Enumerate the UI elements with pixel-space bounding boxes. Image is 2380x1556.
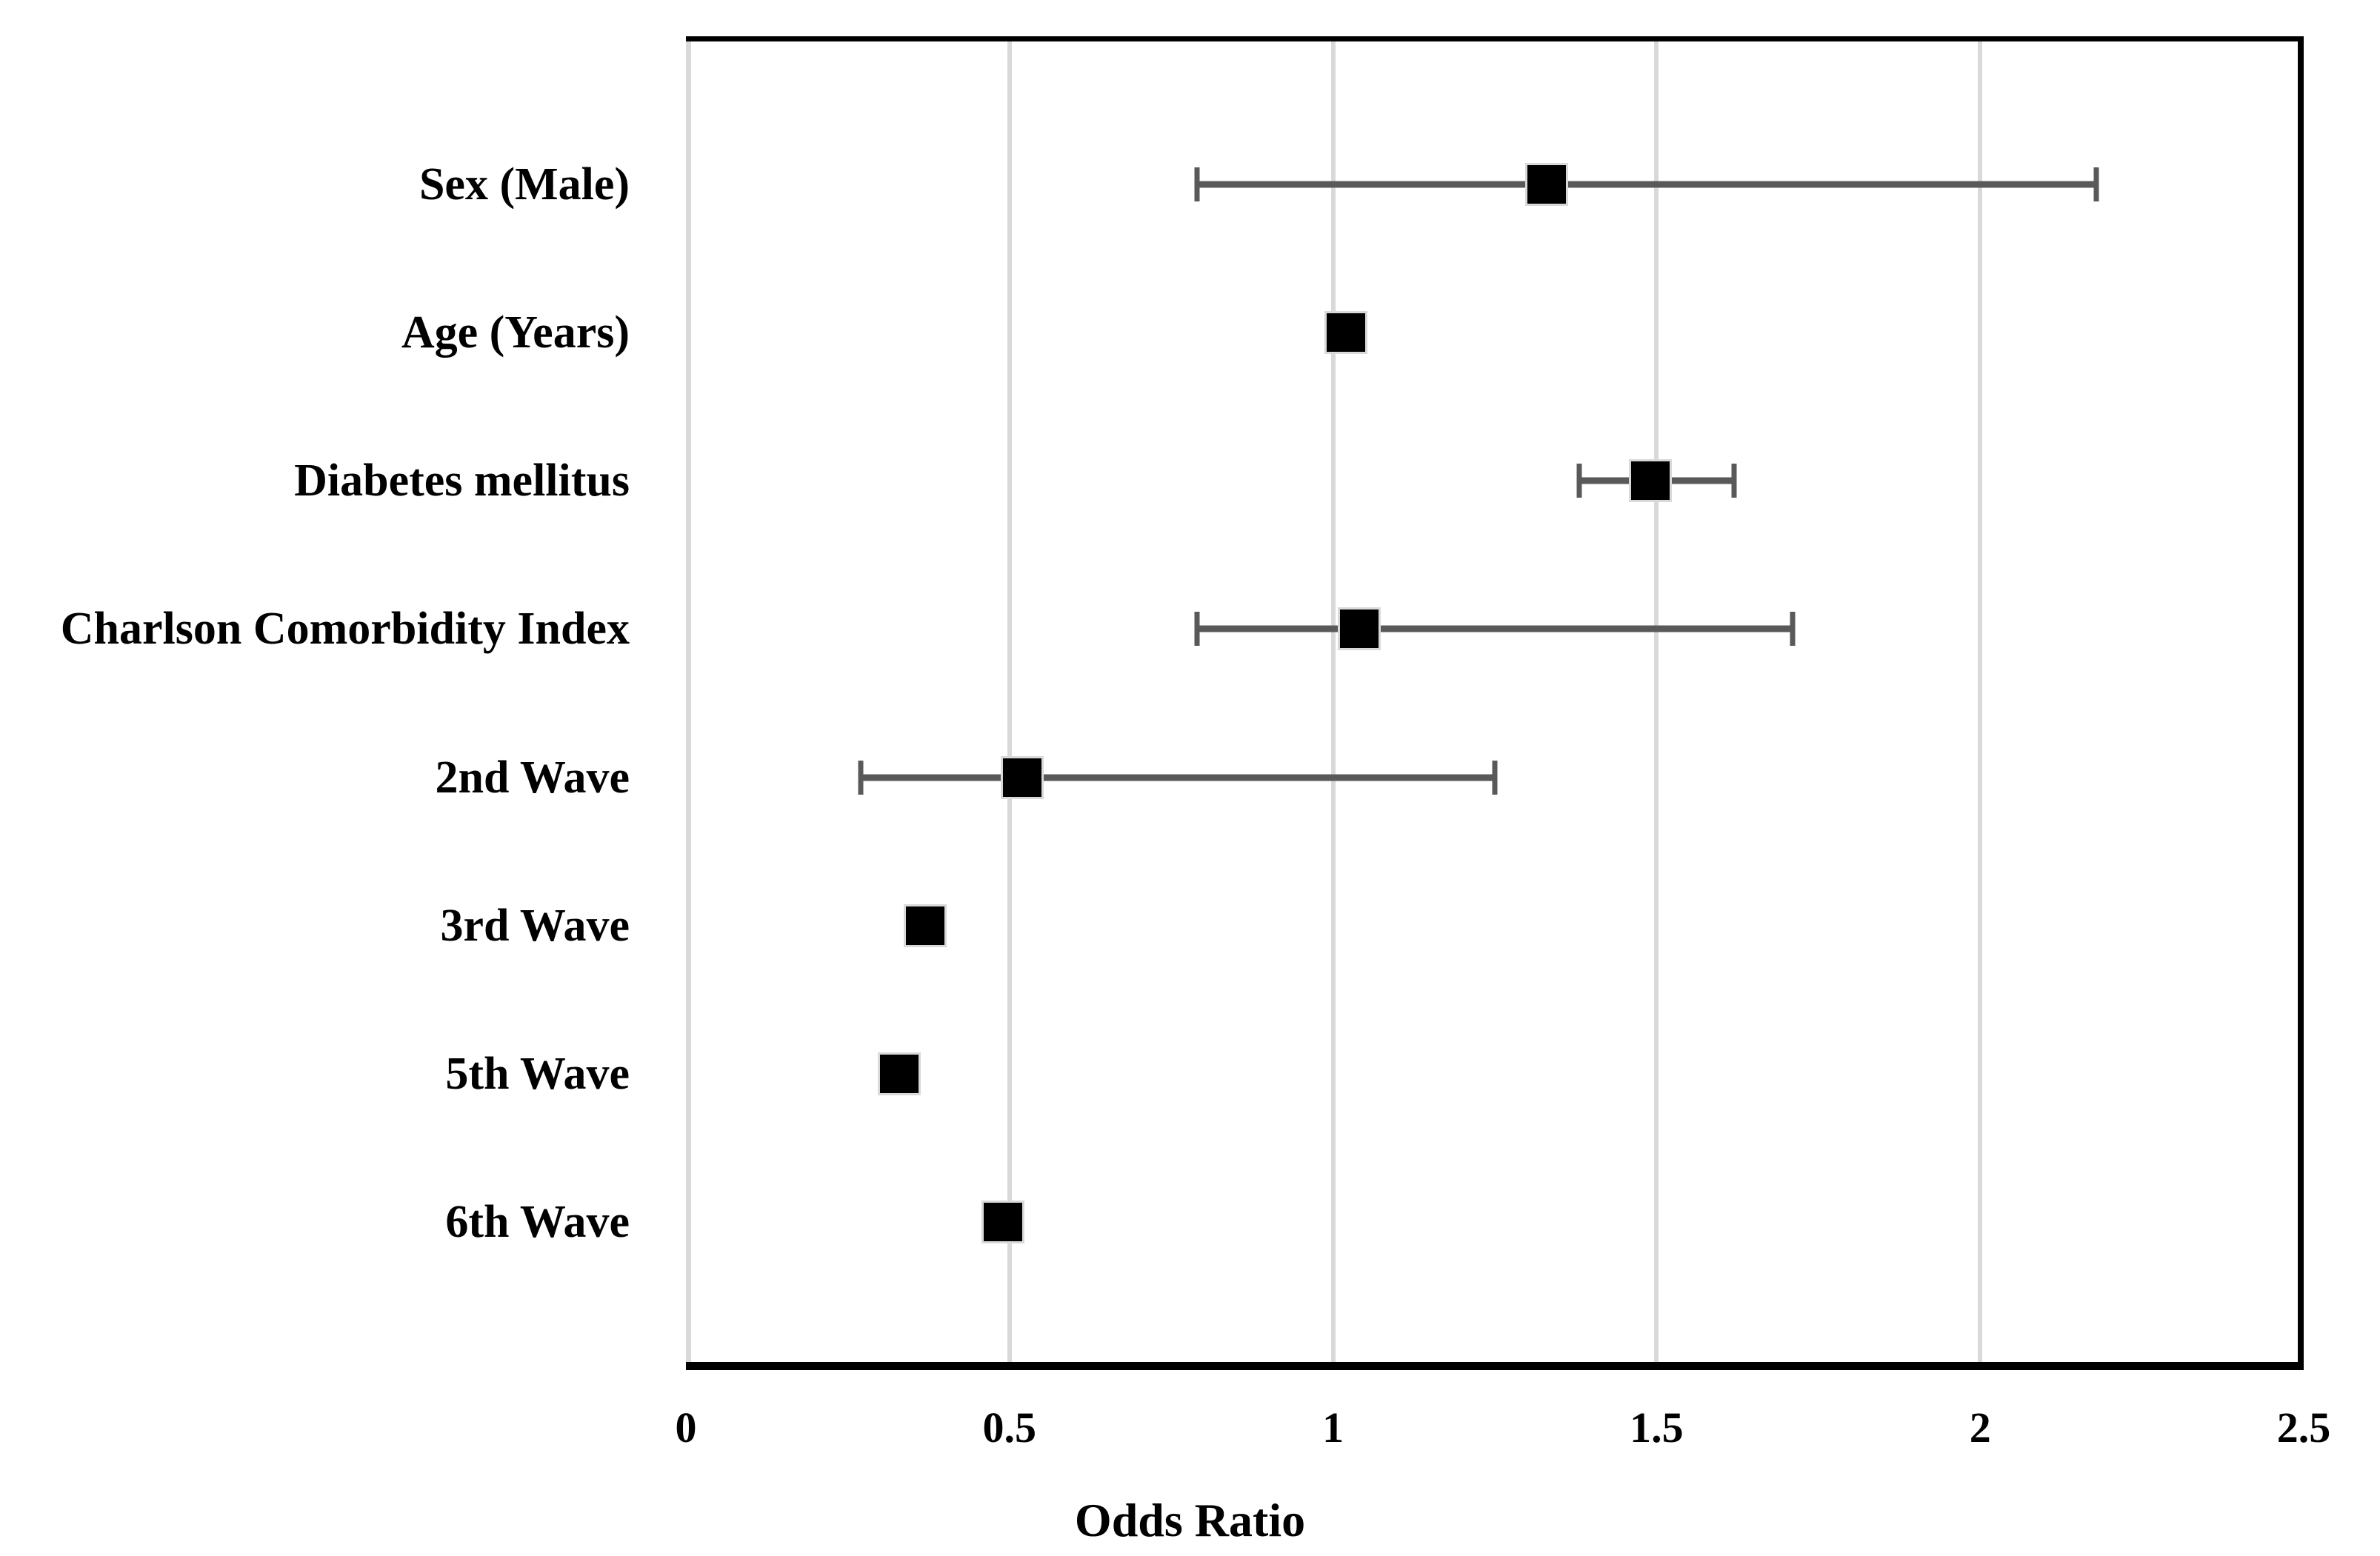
plot-area [686, 36, 2304, 1370]
odds-ratio-marker [1337, 607, 1381, 651]
gridline-1 [1330, 36, 1336, 1362]
odds-ratio-marker [1524, 163, 1568, 207]
gridline-2 [1978, 36, 1983, 1362]
ci-cap-upper [1731, 464, 1737, 498]
odds-ratio-marker [904, 904, 947, 947]
y-axis-category-label: 2nd Wave [435, 752, 630, 803]
y-axis-category-label: 3rd Wave [440, 900, 630, 951]
x-tick-label: 1.5 [1630, 1403, 1684, 1452]
odds-ratio-marker [1324, 311, 1368, 355]
x-tick-label: 1 [1322, 1403, 1344, 1452]
y-axis-category-label: Diabetes mellitus [294, 455, 630, 507]
y-axis-category-label: 5th Wave [445, 1048, 630, 1099]
ci-cap-upper [1790, 612, 1796, 647]
confidence-interval-bar [1197, 181, 2097, 188]
ci-cap-lower [858, 760, 864, 795]
x-axis-title: Odds Ratio [1074, 1494, 1306, 1546]
x-tick-label: 0.5 [982, 1403, 1037, 1452]
x-tick-label: 0 [675, 1403, 697, 1452]
plot-border-right [2298, 36, 2304, 1370]
ci-cap-lower [1576, 464, 1582, 498]
plot-border-top [686, 36, 2304, 41]
x-axis-line [686, 1362, 2304, 1370]
odds-ratio-marker [1628, 459, 1672, 503]
ci-cap-upper [2093, 167, 2099, 202]
x-tick-label: 2 [1969, 1403, 1991, 1452]
y-axis-category-label: Sex (Male) [419, 159, 630, 210]
confidence-interval-bar [1197, 625, 1793, 632]
x-axis-ticks: 0 0.5 1 1.5 2 2.5 [676, 1403, 2331, 1458]
ci-cap-lower [1194, 612, 1200, 647]
odds-ratio-marker [1001, 755, 1044, 799]
gridline-1.5 [1654, 36, 1659, 1362]
confidence-interval-bar [860, 774, 1495, 781]
ci-cap-upper [1492, 760, 1498, 795]
y-axis-category-label: Age (Years) [401, 307, 630, 358]
odds-ratio-marker [981, 1200, 1025, 1243]
gridline-0.5 [1007, 36, 1012, 1362]
ci-cap-lower [1194, 167, 1200, 202]
odds-ratio-marker [878, 1052, 921, 1095]
y-axis-category-label: 6th Wave [445, 1196, 630, 1247]
y-axis-category-label: Charlson Comorbidity Index [60, 604, 630, 655]
x-tick-label: 2.5 [2276, 1403, 2331, 1452]
y-axis-labels: Sex (Male) Age (Years) Diabetes mellitus Ch… [0, 36, 656, 1370]
y-axis-line [686, 36, 691, 1370]
